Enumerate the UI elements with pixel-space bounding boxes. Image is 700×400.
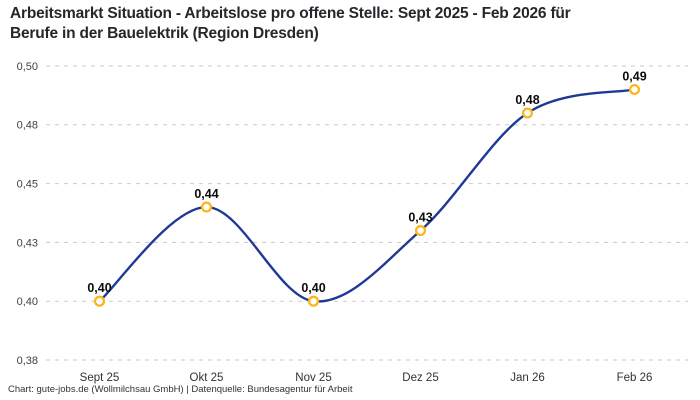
data-point-label: 0,40 bbox=[87, 281, 111, 295]
y-tick-label: 0,40 bbox=[17, 296, 38, 308]
y-tick-label: 0,38 bbox=[17, 355, 38, 367]
x-tick-label: Sept 25 bbox=[80, 372, 120, 384]
data-point-marker bbox=[414, 225, 427, 237]
y-tick-label: 0,43 bbox=[17, 237, 38, 249]
chart-footer: Chart: gute-jobs.de (Wollmilchsau GmbH) … bbox=[8, 384, 353, 395]
x-tick-label: Feb 26 bbox=[617, 372, 653, 384]
y-tick-label: 0,50 bbox=[17, 61, 38, 73]
data-point-label: 0,40 bbox=[301, 281, 325, 295]
x-tick-label: Okt 25 bbox=[190, 372, 224, 384]
series-line bbox=[98, 88, 636, 303]
chart-title: Arbeitsmarkt Situation - Arbeitslose pro… bbox=[10, 5, 571, 42]
data-point-marker bbox=[628, 83, 641, 96]
data-point-marker bbox=[307, 295, 320, 307]
x-tick-label: Dez 25 bbox=[402, 372, 438, 384]
data-point-marker bbox=[200, 201, 213, 213]
data-point-marker bbox=[93, 295, 106, 307]
data-point-marker bbox=[521, 107, 534, 119]
data-point-label: 0,44 bbox=[194, 187, 218, 201]
data-point-label: 0,43 bbox=[408, 211, 432, 225]
data-point-label: 0,49 bbox=[622, 70, 646, 84]
data-point-label: 0,48 bbox=[515, 93, 539, 107]
x-tick-label: Jan 26 bbox=[510, 372, 545, 384]
x-tick-label: Nov 25 bbox=[295, 372, 331, 384]
y-tick-label: 0,45 bbox=[17, 178, 38, 190]
y-tick-label: 0,48 bbox=[17, 120, 38, 132]
